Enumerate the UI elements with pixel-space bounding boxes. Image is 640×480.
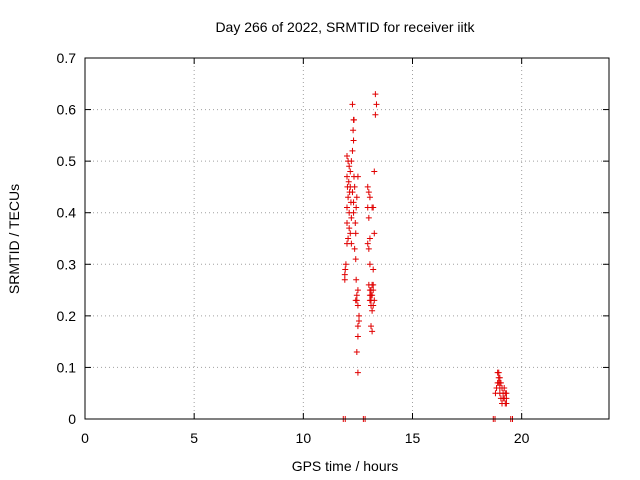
data-point xyxy=(499,400,506,407)
data-point xyxy=(345,178,352,185)
data-point xyxy=(350,199,357,206)
data-point xyxy=(352,230,359,237)
data-point xyxy=(365,214,372,221)
data-point xyxy=(344,152,350,159)
x-axis-label: GPS time / hours xyxy=(292,458,399,474)
x-tick-label: 15 xyxy=(405,430,421,446)
data-point xyxy=(354,323,361,330)
data-point xyxy=(347,168,354,175)
data-point xyxy=(345,235,352,242)
data-point xyxy=(349,147,356,154)
data-point xyxy=(369,204,376,211)
data-point xyxy=(373,101,380,108)
data-point xyxy=(354,173,361,180)
y-tick-label: 0.4 xyxy=(57,205,77,221)
data-point xyxy=(345,194,352,201)
data-point xyxy=(354,287,361,294)
data-point xyxy=(341,276,348,283)
y-tick-label: 0.3 xyxy=(57,256,77,272)
data-point xyxy=(347,230,354,237)
data-point xyxy=(496,379,503,386)
data-point xyxy=(350,116,357,123)
y-axis-label: SRMTID / TECUs xyxy=(6,184,22,294)
data-point xyxy=(344,173,350,180)
data-point xyxy=(349,189,356,196)
data-point xyxy=(347,183,354,190)
data-point xyxy=(369,281,376,288)
data-point xyxy=(350,127,357,134)
data-point xyxy=(342,261,349,268)
data-point xyxy=(352,220,359,227)
data-point xyxy=(366,261,373,268)
x-tick-label: 10 xyxy=(296,430,312,446)
data-point xyxy=(368,323,375,330)
axis-ticks: 0 0.1 0.2 0.3 0.4 0.5 0.6 0.7 0 5 10 15 20 xyxy=(57,50,609,446)
data-point xyxy=(503,390,510,397)
data-point xyxy=(371,168,378,175)
data-point xyxy=(344,220,350,227)
x-tick-label: 20 xyxy=(514,430,530,446)
data-point xyxy=(353,276,360,283)
data-point xyxy=(350,137,357,144)
data-point xyxy=(353,292,360,299)
data-point xyxy=(348,240,355,247)
data-point xyxy=(500,395,507,402)
data-point xyxy=(495,369,502,376)
data-point xyxy=(369,307,376,314)
data-point xyxy=(368,287,375,294)
data-point xyxy=(346,163,353,170)
x-tick-label: 0 xyxy=(81,430,89,446)
data-point xyxy=(353,297,360,304)
data-point xyxy=(365,245,372,252)
data-point xyxy=(349,101,356,108)
data-point xyxy=(354,302,361,309)
data-point xyxy=(342,266,349,273)
y-tick-label: 0.6 xyxy=(57,102,77,118)
data-point xyxy=(501,385,508,392)
data-point xyxy=(372,111,379,118)
y-tick-label: 0.1 xyxy=(57,359,77,375)
data-point xyxy=(364,240,371,247)
data-point xyxy=(364,183,371,190)
data-point xyxy=(348,214,355,221)
data-point xyxy=(371,230,378,237)
data-point xyxy=(372,91,379,98)
data-point xyxy=(341,271,348,278)
y-tick-label: 0.2 xyxy=(57,308,77,324)
data-point xyxy=(369,328,376,335)
data-point xyxy=(344,204,350,211)
data-point xyxy=(366,235,373,242)
data-point xyxy=(353,348,360,355)
grid-lines xyxy=(85,58,609,419)
data-point xyxy=(370,302,377,309)
chart-title: Day 266 of 2022, SRMTID for receiver iit… xyxy=(215,19,475,35)
data-point xyxy=(368,297,375,304)
data-point xyxy=(352,256,359,263)
data-points xyxy=(340,91,516,422)
data-point xyxy=(356,318,363,325)
data-point xyxy=(353,194,360,201)
y-tick-label: 0 xyxy=(68,411,76,427)
data-point xyxy=(356,312,363,319)
plot-frame xyxy=(84,57,610,420)
data-point xyxy=(496,374,503,381)
y-tick-label: 0.7 xyxy=(57,50,77,66)
data-point xyxy=(351,245,358,252)
x-tick-label: 5 xyxy=(190,430,198,446)
data-point xyxy=(346,209,353,216)
y-tick-label: 0.5 xyxy=(57,153,77,169)
data-point xyxy=(365,189,372,196)
data-point xyxy=(354,369,361,376)
data-point xyxy=(366,292,373,299)
data-point xyxy=(354,333,361,340)
data-point xyxy=(370,266,377,273)
data-point xyxy=(353,204,360,211)
data-point xyxy=(348,158,355,165)
data-point xyxy=(346,225,353,232)
data-point xyxy=(366,194,373,201)
